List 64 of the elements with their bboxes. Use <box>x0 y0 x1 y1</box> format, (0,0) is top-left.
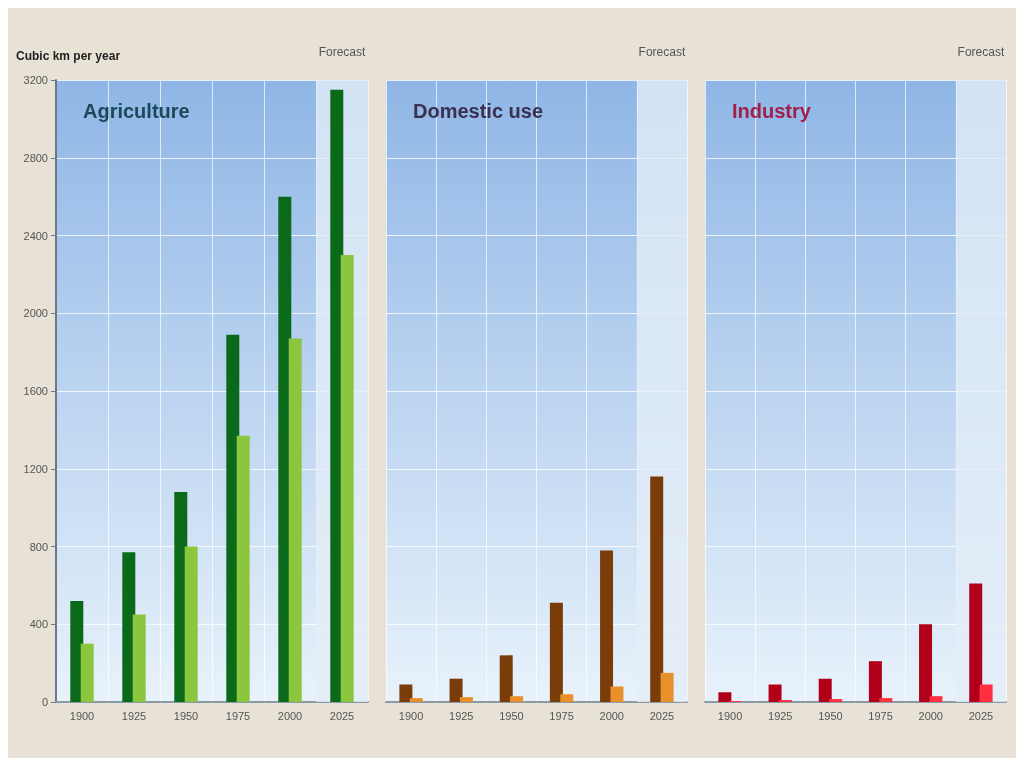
text: Agriculture <box>83 100 190 122</box>
bar <box>818 678 832 702</box>
bar <box>184 546 198 702</box>
y-tick-label: 2800 <box>23 151 48 164</box>
bar <box>868 661 882 702</box>
bar <box>600 550 614 702</box>
y-tick-label: 1600 <box>23 385 48 397</box>
x-tick-label: 1900 <box>717 709 743 722</box>
x-tick-label: 1925 <box>768 709 793 722</box>
x-tick-label: 1975 <box>225 709 251 722</box>
bar <box>132 614 146 702</box>
bar <box>449 678 463 702</box>
bar <box>549 602 563 702</box>
x-tick-label: 2000 <box>918 709 943 722</box>
x-tick-label: 1950 <box>499 709 524 722</box>
x-tick-label: 1975 <box>549 709 574 722</box>
bar <box>459 697 473 702</box>
bar <box>499 655 513 702</box>
x-tick-label: 2025 <box>649 709 675 722</box>
bar <box>829 699 843 702</box>
y-tick-label: 2400 <box>23 229 48 242</box>
x-tick-label: 1950 <box>173 709 199 722</box>
x-tick-label: 2000 <box>599 709 624 722</box>
bar <box>510 696 524 702</box>
bar <box>80 643 94 702</box>
x-tick-label: 2000 <box>277 709 303 722</box>
bar <box>610 686 624 702</box>
x-tick-label: 2025 <box>329 709 355 722</box>
bar <box>768 684 782 702</box>
y-tick-label: 400 <box>29 618 48 631</box>
band-label: Forecast <box>957 45 1005 59</box>
bar <box>122 552 136 702</box>
bar <box>879 698 893 702</box>
bar <box>919 624 933 702</box>
y-tick-label: 3200 <box>23 74 48 86</box>
y-tick-label: 2000 <box>23 307 48 320</box>
x-tick-label: 2025 <box>968 709 994 722</box>
bar <box>70 600 84 702</box>
bar <box>979 684 993 702</box>
bar <box>650 476 664 702</box>
x-tick-label: 1925 <box>121 709 147 722</box>
bar <box>660 672 674 702</box>
text: Domestic use <box>413 100 544 122</box>
bar <box>718 692 732 702</box>
band-label: Forecast <box>318 45 366 59</box>
x-tick-label: 1925 <box>449 709 474 722</box>
bar <box>929 696 943 702</box>
y-axis-title: Cubic km per year <box>16 49 121 63</box>
bar <box>399 684 413 702</box>
y-tick-label: 1200 <box>23 462 48 475</box>
bar <box>409 698 423 702</box>
x-tick-label: 1900 <box>69 709 95 722</box>
bar <box>340 254 354 702</box>
x-tick-label: 1900 <box>398 709 424 722</box>
y-tick-label: 0 <box>41 696 48 708</box>
bar <box>969 583 983 702</box>
bar <box>560 694 574 702</box>
band-label: Forecast <box>638 45 686 59</box>
x-tick-label: 1950 <box>818 709 843 722</box>
x-tick-label: 1975 <box>868 709 893 722</box>
y-tick-label: 800 <box>29 540 48 553</box>
bar <box>236 435 250 702</box>
text: Industry <box>732 100 812 122</box>
bar <box>288 338 302 702</box>
